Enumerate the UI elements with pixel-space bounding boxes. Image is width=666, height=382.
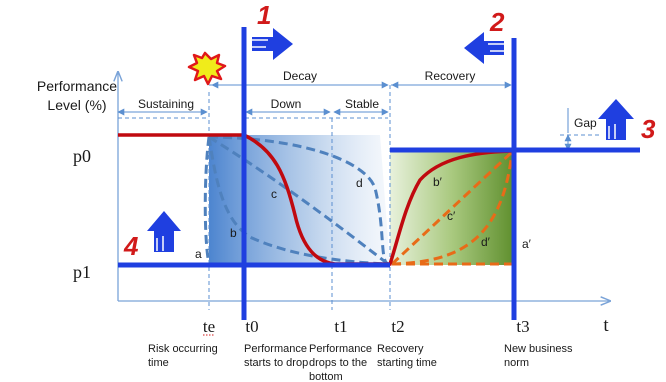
tick-t2: t2: [391, 317, 404, 336]
curve-label-a-prime: a′: [522, 237, 532, 251]
curve-label-c: c: [271, 187, 277, 201]
caption-t2-line2: starting time: [377, 357, 437, 369]
tick-p1: p1: [73, 262, 91, 282]
phase-gap: Gap: [574, 116, 597, 130]
x-axis-label: t: [603, 315, 609, 336]
phase-recovery: Recovery: [425, 69, 476, 83]
curve-b-line: [207, 136, 389, 266]
marker-4: 4: [123, 231, 139, 261]
caption-t2-line1: Recovery: [377, 343, 424, 355]
recovery-curves: [390, 150, 514, 266]
tick-t1: t1: [334, 317, 347, 336]
curve-c-line: [208, 135, 389, 266]
caption-t1-line1: Performance: [309, 343, 372, 355]
phase-sustaining: Sustaining: [138, 97, 194, 111]
curve-d-prime-line: [391, 151, 514, 266]
curve-label-a: a: [195, 247, 202, 261]
arrow-up-4: [147, 211, 181, 252]
curve-label-d: d: [356, 176, 363, 190]
phase-decay: Decay: [283, 69, 317, 83]
curve-label-b: b: [230, 226, 237, 240]
arrow-left-2: [464, 32, 504, 64]
tick-t3: t3: [516, 317, 529, 336]
caption-t1-line3: bottom: [309, 371, 343, 382]
tick-te: te: [203, 317, 215, 336]
marker-2: 2: [489, 7, 505, 37]
caption-t0-line2: starts to drop: [244, 357, 308, 369]
marker-1: 1: [257, 0, 271, 30]
phase-stable: Stable: [345, 97, 379, 111]
explosion-icon: [187, 51, 227, 86]
arrow-up-3: [598, 99, 634, 140]
phase-down: Down: [271, 97, 302, 111]
caption-t0-line1: Performance: [244, 343, 307, 355]
decay-shade: [209, 135, 390, 265]
curve-label-c-prime: c′: [447, 209, 456, 223]
curve-label-b-prime: b′: [433, 175, 443, 189]
y-axis-label-line2: Level (%): [47, 97, 106, 113]
marker-3: 3: [641, 114, 656, 144]
caption-te-line1: Risk occurring: [148, 343, 218, 355]
curve-label-d-prime: d′: [481, 235, 491, 249]
caption-te-line2: time: [148, 357, 169, 369]
decay-curves: [203, 135, 389, 266]
caption-t3-line2: norm: [504, 357, 529, 369]
blue-bars: [118, 27, 640, 320]
caption-t3-line1: New business: [504, 343, 573, 355]
curve-d-line: [208, 135, 389, 266]
caption-t1-line2: drops to the: [309, 357, 367, 369]
tick-t0: t0: [245, 317, 258, 336]
arrow-right-1: [252, 28, 293, 60]
y-axis-label-line1: Performance: [37, 78, 117, 94]
captions: Risk occurring time Performance starts t…: [148, 343, 573, 382]
tick-p0: p0: [73, 146, 91, 166]
curve-a-line: [203, 136, 211, 265]
